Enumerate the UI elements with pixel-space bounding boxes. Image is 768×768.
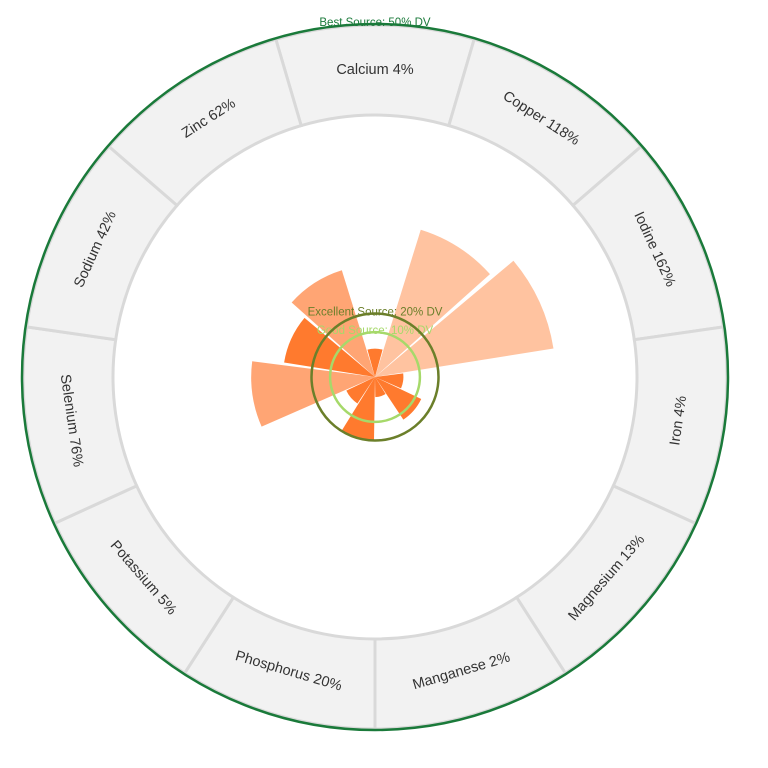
threshold-label-50: Best Source: 50% DV <box>319 17 431 29</box>
threshold-ring-20 <box>310 312 440 442</box>
bar-calcium[interactable] <box>367 348 383 377</box>
bar-zinc[interactable] <box>291 270 375 377</box>
threshold-label-10: Good Source: 10% DV <box>317 325 434 337</box>
segment-label-iron: Iron 4% <box>667 395 690 447</box>
segment-label-calcium: Calcium 4% <box>336 62 413 78</box>
bar-copper[interactable] <box>375 229 490 377</box>
bar-iodine[interactable] <box>375 260 554 377</box>
bar-magnesium[interactable] <box>375 377 422 420</box>
threshold-ring-50 <box>20 22 730 732</box>
threshold-ring-group: Good Source: 10% DV Excellent Source: 20%… <box>20 17 730 732</box>
bar-phosphorus[interactable] <box>341 377 375 441</box>
bar-potassium[interactable] <box>346 377 375 404</box>
label-band-group <box>21 23 729 731</box>
bar-manganese[interactable] <box>375 377 386 398</box>
threshold-label-20: Excellent Source: 20% DV <box>308 306 443 318</box>
bar-iron[interactable] <box>375 373 404 389</box>
threshold-ring-10 <box>328 330 422 424</box>
bar-sodium[interactable] <box>284 317 375 377</box>
bar-group <box>251 229 554 441</box>
